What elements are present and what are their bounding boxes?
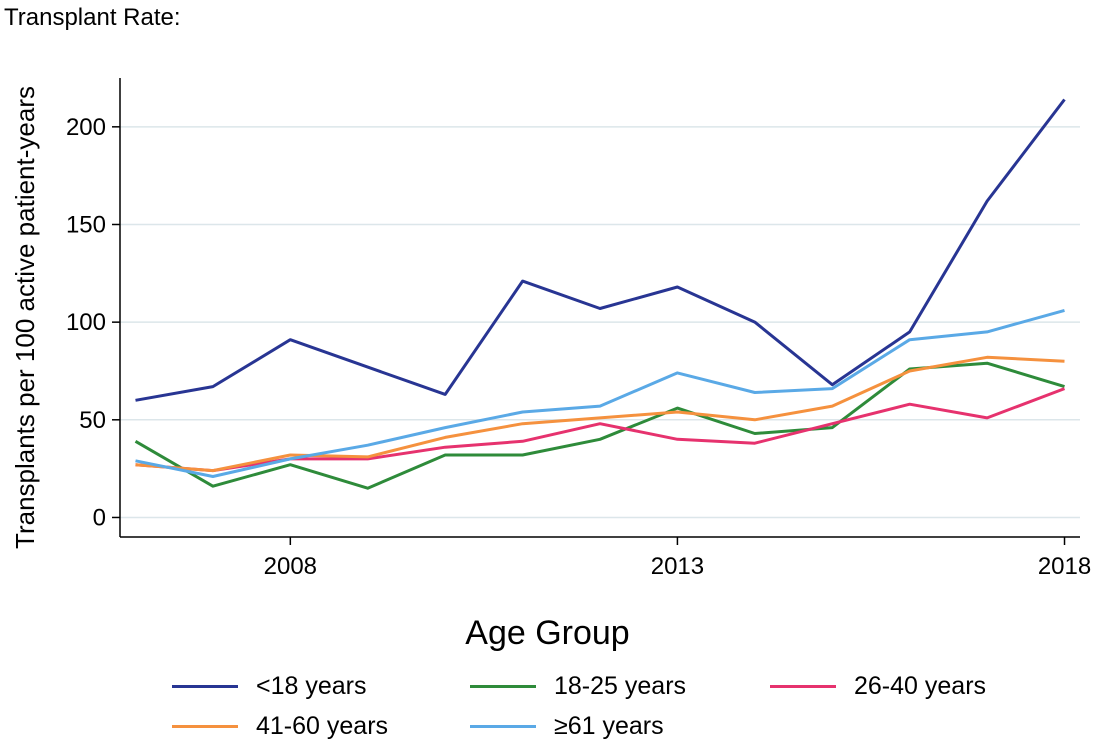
legend: <18 years 18-25 years 26-40 years 41-60 yea… [0,668,1095,746]
line-chart: 0 50 100 150 200 2008 2013 2018 Transplants per… [10,78,1091,580]
legend-label: 26-40 years [854,672,987,700]
legend-item: 26-40 years [770,672,986,701]
series-line [135,308,1065,478]
series-line [134,361,1065,490]
grid-lines [120,126,1080,519]
y-axis-label: Transplants per 100 active patient-years [10,86,40,549]
x-tick-label: 2018 [1038,553,1091,580]
legend-label: 41-60 years [256,712,389,740]
axes [119,78,1080,538]
legend-swatch [470,725,536,728]
y-tick-label: 100 [66,309,106,336]
tick-labels: 0 50 100 150 200 2008 2013 2018 [66,114,1091,580]
legend-title: Age Group [465,614,630,652]
legend-item: <18 years [172,672,367,701]
y-tick-label: 0 [93,504,106,531]
legend-item: 41-60 years [172,712,388,741]
legend-label: ≥61 years [554,712,664,740]
y-tick-label: 150 [66,211,106,238]
legend-label: <18 years [256,672,367,700]
legend-swatch [172,685,238,688]
y-tick-label: 50 [79,407,106,434]
legend-swatch [172,725,238,728]
legend-label: 18-25 years [554,672,687,700]
y-tick-label: 200 [66,114,106,141]
legend-item: ≥61 years [470,712,664,741]
series-line [135,355,1065,473]
x-tick-label: 2008 [264,553,317,580]
legend-swatch [470,685,536,688]
x-tick-label: 2013 [651,553,704,580]
page-title: Transplant Rate: [4,4,181,31]
legend-item: 18-25 years [470,672,686,701]
series-line [135,98,1066,402]
series-lines [134,98,1066,490]
legend-swatch [770,685,836,688]
